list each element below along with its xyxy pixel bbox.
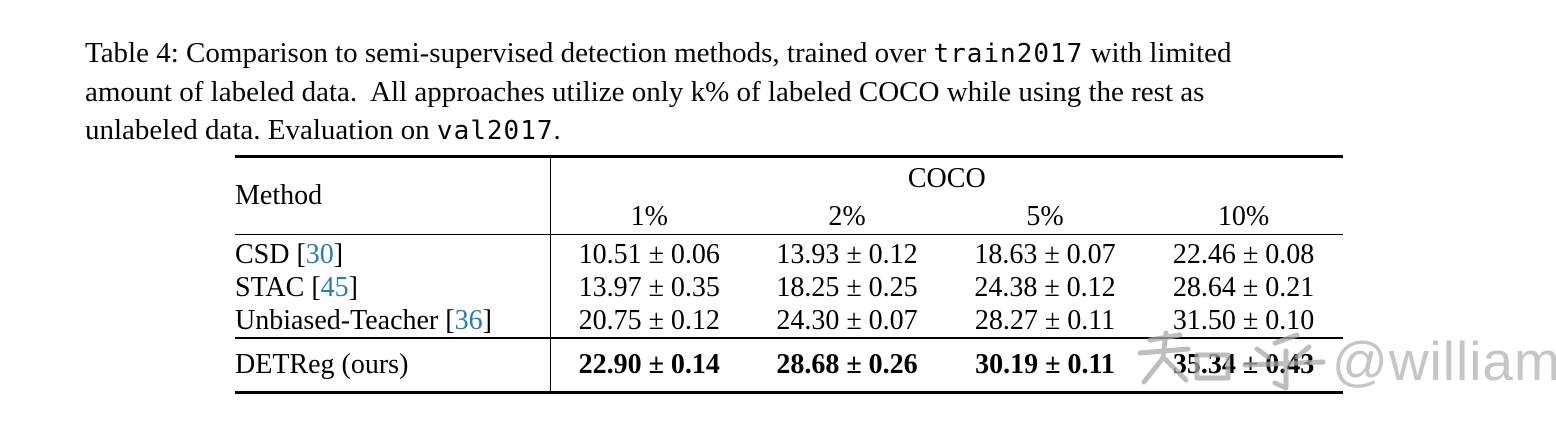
method-cell: DETReg (ours) xyxy=(235,338,551,393)
bracket-open: [ xyxy=(304,271,321,303)
value-cell: 28.27 ± 0.11 xyxy=(974,304,1116,336)
table-row: Unbiased-Teacher [36] 20.75 ± 0.12 24.30 ±… xyxy=(235,304,1343,338)
caption-text: unlabeled data. Evaluation on xyxy=(85,114,437,146)
caption-text: with limited xyxy=(1083,37,1232,69)
method-cell: STAC [45] xyxy=(235,271,551,304)
method-column-header: Method xyxy=(235,156,551,235)
table-row: STAC [45] 13.97 ± 0.35 18.25 ± 0.25 24.38 ±… xyxy=(235,271,1343,304)
header-row-group: Method COCO xyxy=(235,156,1343,235)
watermark-handle: @william xyxy=(1332,330,1556,392)
coco-group-header: COCO xyxy=(907,163,986,194)
bracket-close: ] xyxy=(348,271,358,303)
method-name: DETReg (ours) xyxy=(235,349,409,380)
citation-ref[interactable]: 30 xyxy=(305,238,334,270)
ours-table-body: DETReg (ours) 22.90 ± 0.14 28.68 ± 0.26 30.… xyxy=(235,338,1344,393)
header-row-percents: 1% 2% 5% 10% xyxy=(235,200,1344,235)
value-cell: 13.93 ± 0.12 xyxy=(776,238,918,270)
method-cell: CSD [30] xyxy=(235,234,551,271)
value-cell: 24.38 ± 0.12 xyxy=(974,271,1116,303)
caption-text: . xyxy=(553,114,561,146)
bracket-open: [ xyxy=(438,304,455,336)
value-cell: 18.25 ± 0.25 xyxy=(776,271,918,303)
value-cell: 35.34 ± 0.43 xyxy=(1172,349,1315,380)
caption-line-3: unlabeled data. Evaluation on val2017. xyxy=(85,111,1232,150)
caption-text: Table 4: Comparison to semi-supervised d… xyxy=(85,37,934,69)
value-cell: 28.68 ± 0.26 xyxy=(776,349,918,380)
caption-line-2: amount of labeled data. All approaches u… xyxy=(85,76,1205,108)
value-cell: 30.19 ± 0.11 xyxy=(975,349,1115,380)
column-header-1pct: 1% xyxy=(550,200,748,235)
value-cell: 22.90 ± 0.14 xyxy=(578,349,720,380)
citation-ref[interactable]: 36 xyxy=(454,304,483,336)
bracket-close: ] xyxy=(333,238,344,270)
value-cell: 10.51 ± 0.06 xyxy=(578,238,720,270)
method-name: CSD xyxy=(235,238,290,270)
table-row: CSD [30] 10.51 ± 0.06 13.93 ± 0.12 18.63 ± … xyxy=(235,234,1343,271)
results-table: Method COCO 1% 2% 5% 10% CSD [30] 10.51 ±… xyxy=(235,155,1344,394)
value-cell: 28.64 ± 0.21 xyxy=(1172,271,1315,303)
column-header-2pct: 2% xyxy=(748,200,946,235)
caption-line-1: Table 4: Comparison to semi-supervised d… xyxy=(85,34,1232,73)
bracket-open: [ xyxy=(289,238,306,270)
bracket-close: ] xyxy=(482,304,492,336)
method-cell: Unbiased-Teacher [36] xyxy=(235,304,551,338)
method-name: STAC xyxy=(235,271,305,303)
citation-ref[interactable]: 45 xyxy=(320,271,349,303)
value-cell: 18.63 ± 0.07 xyxy=(974,238,1116,270)
value-cell: 22.46 ± 0.08 xyxy=(1172,238,1315,270)
method-name: Unbiased-Teacher xyxy=(235,304,439,336)
column-header-10pct: 10% xyxy=(1144,200,1344,235)
value-cell: 24.30 ± 0.07 xyxy=(776,304,918,336)
caption-code-val2017: val2017 xyxy=(436,116,554,146)
table-caption: Table 4: Comparison to semi-supervised d… xyxy=(85,34,1232,150)
value-cell: 20.75 ± 0.12 xyxy=(578,304,720,336)
value-cell: 13.97 ± 0.35 xyxy=(578,271,720,303)
table-row: DETReg (ours) 22.90 ± 0.14 28.68 ± 0.26 30.… xyxy=(235,338,1343,393)
value-cell: 31.50 ± 0.10 xyxy=(1172,304,1315,336)
caption-code-train2017: train2017 xyxy=(933,39,1084,69)
table-body: CSD [30] 10.51 ± 0.06 13.93 ± 0.12 18.63 ± … xyxy=(235,234,1343,338)
column-header-5pct: 5% xyxy=(946,200,1144,235)
